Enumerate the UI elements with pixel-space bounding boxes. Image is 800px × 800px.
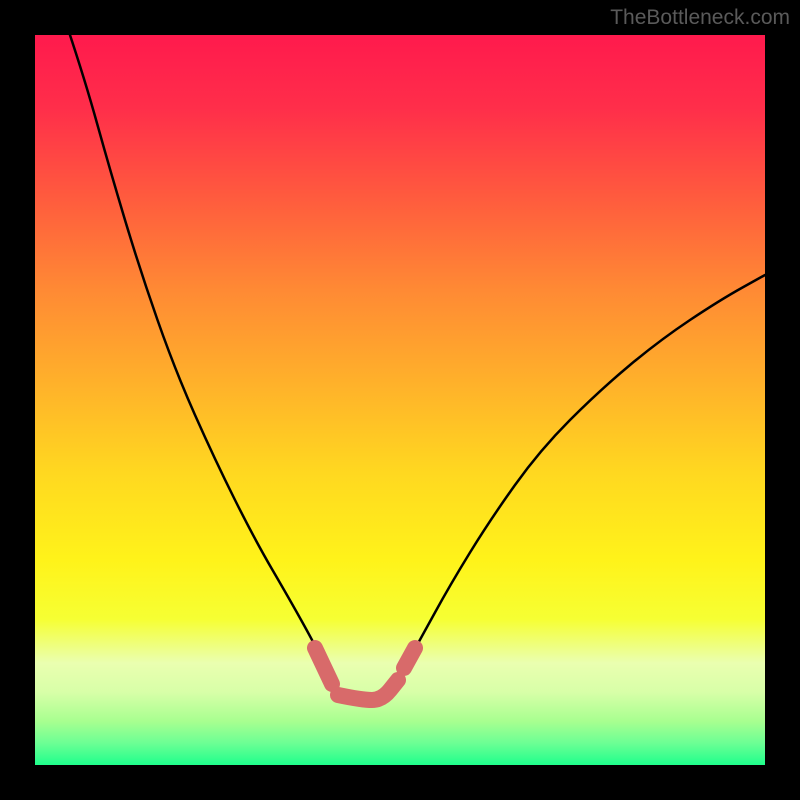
- plot-background: [35, 35, 765, 765]
- accent-segment-2: [404, 648, 415, 668]
- chart-stage: TheBottleneck.com: [0, 0, 800, 800]
- chart-svg: [0, 0, 800, 800]
